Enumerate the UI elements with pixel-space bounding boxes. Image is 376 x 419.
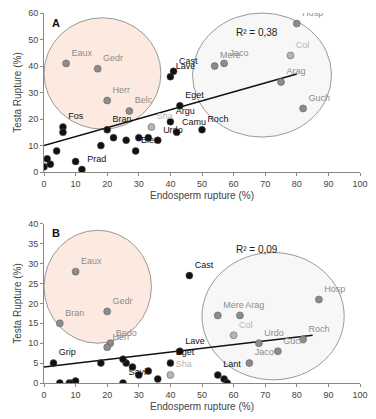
svg-text:Gedr: Gedr [103,53,123,63]
svg-text:10: 10 [28,141,38,151]
svg-text:5: 5 [33,358,38,368]
svg-text:Sha: Sha [176,359,192,369]
svg-text:0: 0 [33,378,38,388]
svg-text:Guch: Guch [308,93,330,103]
svg-text:0: 0 [33,167,38,177]
svg-text:Testa Rupture (%): Testa Rupture (%) [12,52,23,133]
svg-text:Roch: Roch [207,114,228,124]
svg-text:35: 35 [28,239,38,249]
svg-text:Mere: Mere [220,50,241,60]
svg-text:70: 70 [260,179,270,189]
svg-text:50: 50 [197,179,207,189]
svg-text:Herr: Herr [113,332,131,342]
svg-text:10: 10 [71,390,81,400]
svg-text:Eget: Eget [176,347,195,357]
svg-text:Eaux: Eaux [71,48,92,58]
svg-text:Belc: Belc [135,95,153,105]
svg-text:40: 40 [28,219,38,229]
svg-text:Eget: Eget [185,90,204,100]
svg-text:10: 10 [28,338,38,348]
svg-text:Testa Rupture (%): Testa Rupture (%) [12,263,23,344]
svg-text:20: 20 [102,179,112,189]
svg-text:100: 100 [352,390,367,400]
svg-text:R² = 0,09: R² = 0,09 [236,244,278,255]
svg-text:40: 40 [165,179,175,189]
svg-text:100: 100 [352,179,367,189]
svg-text:30: 30 [134,179,144,189]
svg-text:Urdo: Urdo [264,328,284,338]
svg-text:Arag: Arag [245,300,264,310]
svg-text:20: 20 [28,299,38,309]
svg-text:Bran: Bran [113,114,132,124]
svg-text:Gedr: Gedr [113,296,133,306]
svg-text:A: A [52,17,60,29]
svg-text:80: 80 [292,390,302,400]
svg-text:Col: Col [239,320,253,330]
svg-text:10: 10 [71,179,81,189]
svg-text:Lave: Lave [176,61,196,71]
svg-text:25: 25 [28,279,38,289]
svg-text:Argu: Argu [176,106,195,116]
svg-text:Grip: Grip [59,347,76,357]
svg-text:Jaco: Jaco [255,347,274,357]
svg-text:Camu: Camu [182,117,206,127]
svg-text:Prad: Prad [87,154,106,164]
svg-text:Savi: Savi [128,367,146,377]
svg-text:Guch: Guch [283,336,305,346]
svg-text:Bedo: Bedo [116,328,137,338]
svg-text:40: 40 [28,61,38,71]
svg-text:50: 50 [28,35,38,45]
svg-text:40: 40 [165,390,175,400]
svg-text:Cast: Cast [195,260,214,270]
svg-text:90: 90 [323,179,333,189]
svg-text:Fos: Fos [68,111,84,121]
svg-text:Lant: Lant [223,359,241,369]
svg-text:Bran: Bran [65,308,84,318]
svg-text:Urdo: Urdo [163,125,183,135]
svg-text:60: 60 [229,179,239,189]
svg-text:R² = 0,38: R² = 0,38 [236,27,278,38]
svg-text:Mere: Mere [223,300,244,310]
svg-text:0: 0 [41,390,46,400]
svg-text:Jaco: Jaco [229,48,248,58]
svg-text:0: 0 [41,179,46,189]
svg-text:30: 30 [28,259,38,269]
svg-text:20: 20 [102,390,112,400]
svg-text:Cast: Cast [179,56,198,66]
svg-text:Lave: Lave [185,336,205,346]
svg-text:Sha: Sha [157,111,173,121]
svg-text:60: 60 [229,390,239,400]
svg-text:B: B [52,227,60,239]
svg-text:90: 90 [323,390,333,400]
svg-text:Bier: Bier [141,135,157,145]
svg-text:80: 80 [292,179,302,189]
svg-text:Endosperm rupture (%): Endosperm rupture (%) [150,190,254,201]
svg-text:Herr: Herr [113,85,131,95]
svg-text:60: 60 [28,8,38,18]
svg-text:50: 50 [197,390,207,400]
svg-text:30: 30 [28,88,38,98]
svg-text:Eaux: Eaux [81,256,102,266]
svg-text:20: 20 [28,114,38,124]
svg-text:70: 70 [260,390,270,400]
svg-text:30: 30 [134,390,144,400]
svg-text:Roch: Roch [308,324,329,334]
svg-text:Hosp: Hosp [302,13,323,18]
svg-text:Hosp: Hosp [324,284,345,294]
svg-text:Endosperm rupture (%): Endosperm rupture (%) [150,401,254,412]
svg-text:Arag: Arag [286,66,305,76]
svg-text:15: 15 [28,318,38,328]
svg-text:Col: Col [296,40,310,50]
